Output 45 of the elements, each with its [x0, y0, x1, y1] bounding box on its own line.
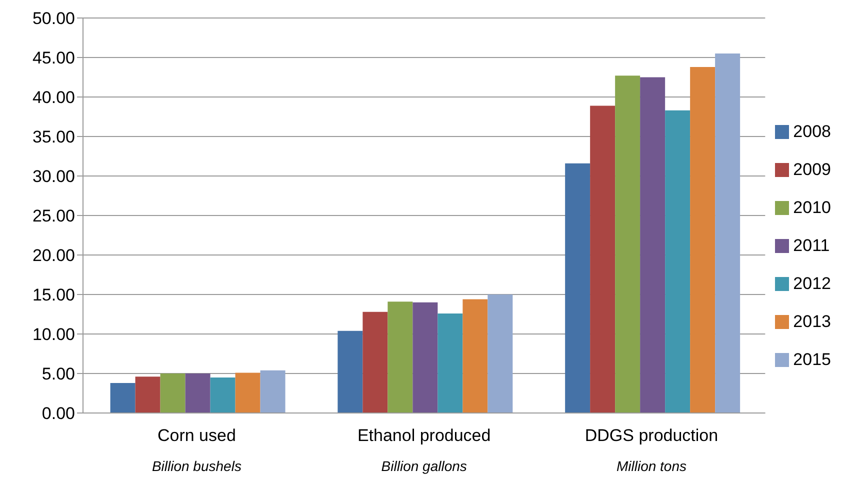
x-tick-label: Ethanol produced	[357, 426, 491, 445]
legend-label: 2012	[793, 274, 831, 292]
legend-label: 2008	[793, 122, 831, 140]
bar	[185, 374, 210, 413]
bar	[665, 110, 690, 413]
y-tick-label: 0.00	[42, 404, 75, 424]
text: Billion bushels	[152, 458, 242, 474]
y-tick-label: 5.00	[42, 364, 75, 384]
bar	[362, 312, 388, 413]
bar	[590, 106, 616, 413]
bar	[160, 374, 186, 413]
text: Billion gallons	[381, 458, 467, 474]
bar	[462, 299, 488, 413]
bar	[135, 376, 160, 413]
legend-label: 2009	[793, 160, 831, 178]
bar	[438, 313, 463, 413]
legend-label: 2011	[793, 236, 830, 254]
bar	[260, 370, 286, 413]
bar	[565, 163, 590, 413]
legend-label: 2013	[793, 312, 831, 330]
y-tick-label: 40.00	[32, 88, 75, 108]
y-tick-label: 15.00	[32, 286, 75, 305]
x-tick-label: DDGS production	[584, 426, 718, 445]
y-tick-label: 30.00	[32, 167, 75, 186]
x-tick-label: Corn used	[157, 426, 236, 445]
y-tick-label: 10.00	[32, 325, 75, 344]
text: Million tons	[616, 458, 686, 474]
bar	[210, 377, 236, 413]
bar	[338, 330, 363, 413]
legend-label: 2010	[793, 198, 831, 216]
bar	[488, 294, 513, 413]
y-tick-label: 25.00	[32, 206, 75, 226]
y-tick-label: 45.00	[32, 48, 75, 68]
bar	[412, 302, 438, 413]
y-tick-label: 35.00	[32, 128, 75, 147]
y-tick-label: 50.00	[32, 9, 75, 28]
bar	[690, 66, 716, 413]
bar	[615, 76, 640, 413]
bar	[715, 54, 740, 413]
y-tick-label: 20.00	[32, 246, 75, 266]
bar	[235, 372, 260, 413]
legend-label: 2015	[793, 350, 831, 368]
bar	[640, 77, 666, 413]
bar	[110, 382, 136, 413]
bar	[388, 302, 413, 413]
